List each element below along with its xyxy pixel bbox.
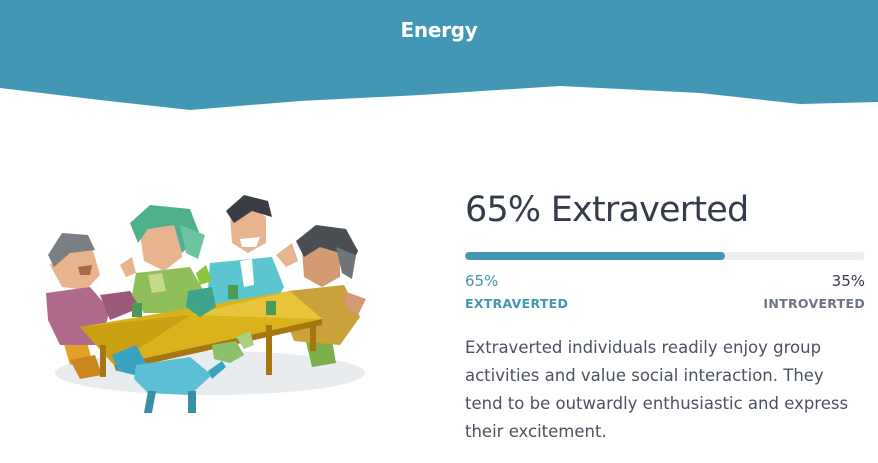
label-row: EXTRAVERTED INTROVERTED — [465, 296, 865, 314]
extraverted-label: EXTRAVERTED — [465, 296, 568, 311]
result-headline: 65% Extraverted — [465, 188, 865, 232]
page-title: Energy — [0, 18, 878, 42]
trait-progress-track — [465, 252, 865, 260]
trait-description: Extraverted individuals readily enjoy gr… — [465, 334, 865, 446]
extraverted-percent: 65% — [465, 272, 498, 290]
percent-row: 65% 35% — [465, 272, 865, 294]
header-band: Energy — [0, 0, 878, 115]
introverted-percent: 35% — [832, 272, 865, 290]
result-panel: 65% Extraverted 65% 35% EXTRAVERTED INTR… — [465, 188, 865, 463]
trait-progress-fill — [465, 252, 725, 260]
introverted-label: INTROVERTED — [763, 296, 865, 311]
people-at-table-illustration — [40, 195, 380, 425]
